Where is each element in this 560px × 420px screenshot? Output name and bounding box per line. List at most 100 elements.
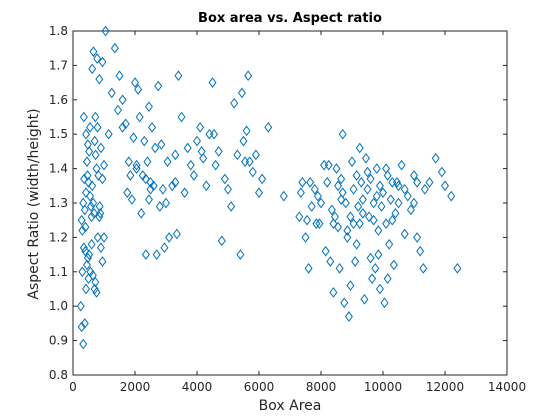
data-point [171,177,180,188]
data-point [140,135,149,147]
data-point [416,245,425,257]
data-point [132,163,141,174]
data-point [141,249,150,260]
data-point [375,180,384,192]
y-tick-label: 1.4 [49,162,68,176]
data-point [100,232,108,243]
data-point [327,204,336,216]
data-point [155,201,164,212]
data-point [320,159,329,171]
data-point [227,201,236,212]
data-point [208,77,217,88]
data-point [352,170,361,181]
data-point [344,311,353,322]
data-point [131,77,139,88]
data-point [324,159,333,171]
data-point [101,25,110,37]
data-point [323,177,332,188]
data-point [312,218,321,229]
data-point [386,194,395,205]
data-point [363,183,372,195]
data-point [88,269,97,281]
data-point [239,135,248,147]
data-point [335,263,344,274]
data-point [210,128,219,140]
data-point [365,211,374,223]
data-point [96,242,105,254]
data-point [124,156,133,168]
data-point [251,149,260,161]
data-point [306,177,315,188]
data-point [295,211,304,223]
y-tick-label: 1.2 [49,230,68,244]
data-point [211,159,220,171]
data-point [172,228,181,240]
data-point [174,70,183,82]
data-point [425,177,434,188]
data-point [298,177,307,188]
data-point [441,180,449,192]
x-tick-label: 2000 [120,380,151,394]
data-point [343,232,352,243]
data-point [86,121,95,133]
x-tick-label: 6000 [244,380,275,394]
data-point [406,204,415,216]
data-point [79,242,88,254]
data-point [413,232,422,243]
data-point [385,238,394,250]
data-point [233,149,242,161]
y-tick-label: 1.0 [49,299,68,313]
data-point [392,177,401,188]
y-tick-label: 1.5 [49,127,68,141]
data-point [81,221,90,233]
data-point [141,173,150,185]
data-point [329,287,338,298]
data-point [410,170,418,181]
y-tick-label: 0.9 [49,334,68,348]
data-point [80,204,89,216]
data-point [165,232,174,243]
y-tick-label: 1.7 [49,58,68,72]
axes: 0 2000 4000 6000 8000 10000 12000 14000 0.8 0.9 1.… [49,24,526,394]
data-point [317,197,325,209]
data-point [403,190,412,202]
data-point [236,249,245,260]
data-point [95,201,104,212]
data-point [329,218,338,229]
data-point [354,201,363,212]
data-point [388,214,397,226]
x-tick-label: 8000 [306,380,337,394]
data-point [104,128,113,140]
data-point [132,159,141,171]
data-point [332,163,341,174]
data-point [83,139,92,150]
data-point [90,207,99,219]
data-point [77,321,86,333]
data-point [129,132,138,143]
y-tick-label: 1.6 [49,93,68,107]
data-point [358,194,367,205]
data-point [358,207,367,219]
data-point [237,87,246,99]
data-point [91,149,100,161]
data-point [315,218,324,229]
data-point [93,121,102,133]
data-point [151,142,160,154]
y-tick-label: 1.1 [49,265,68,279]
data-point [86,201,95,212]
data-point [162,197,170,209]
data-point [91,111,100,123]
data-point [93,232,102,243]
data-point [80,173,89,185]
data-point [217,235,226,247]
data-point [134,84,143,95]
data-point [382,218,391,229]
data-point [214,146,223,157]
data-point [171,149,180,161]
data-point [366,252,375,264]
data-point [363,166,372,178]
data-point [383,273,392,285]
data-point [168,180,177,192]
data-point [374,225,383,236]
